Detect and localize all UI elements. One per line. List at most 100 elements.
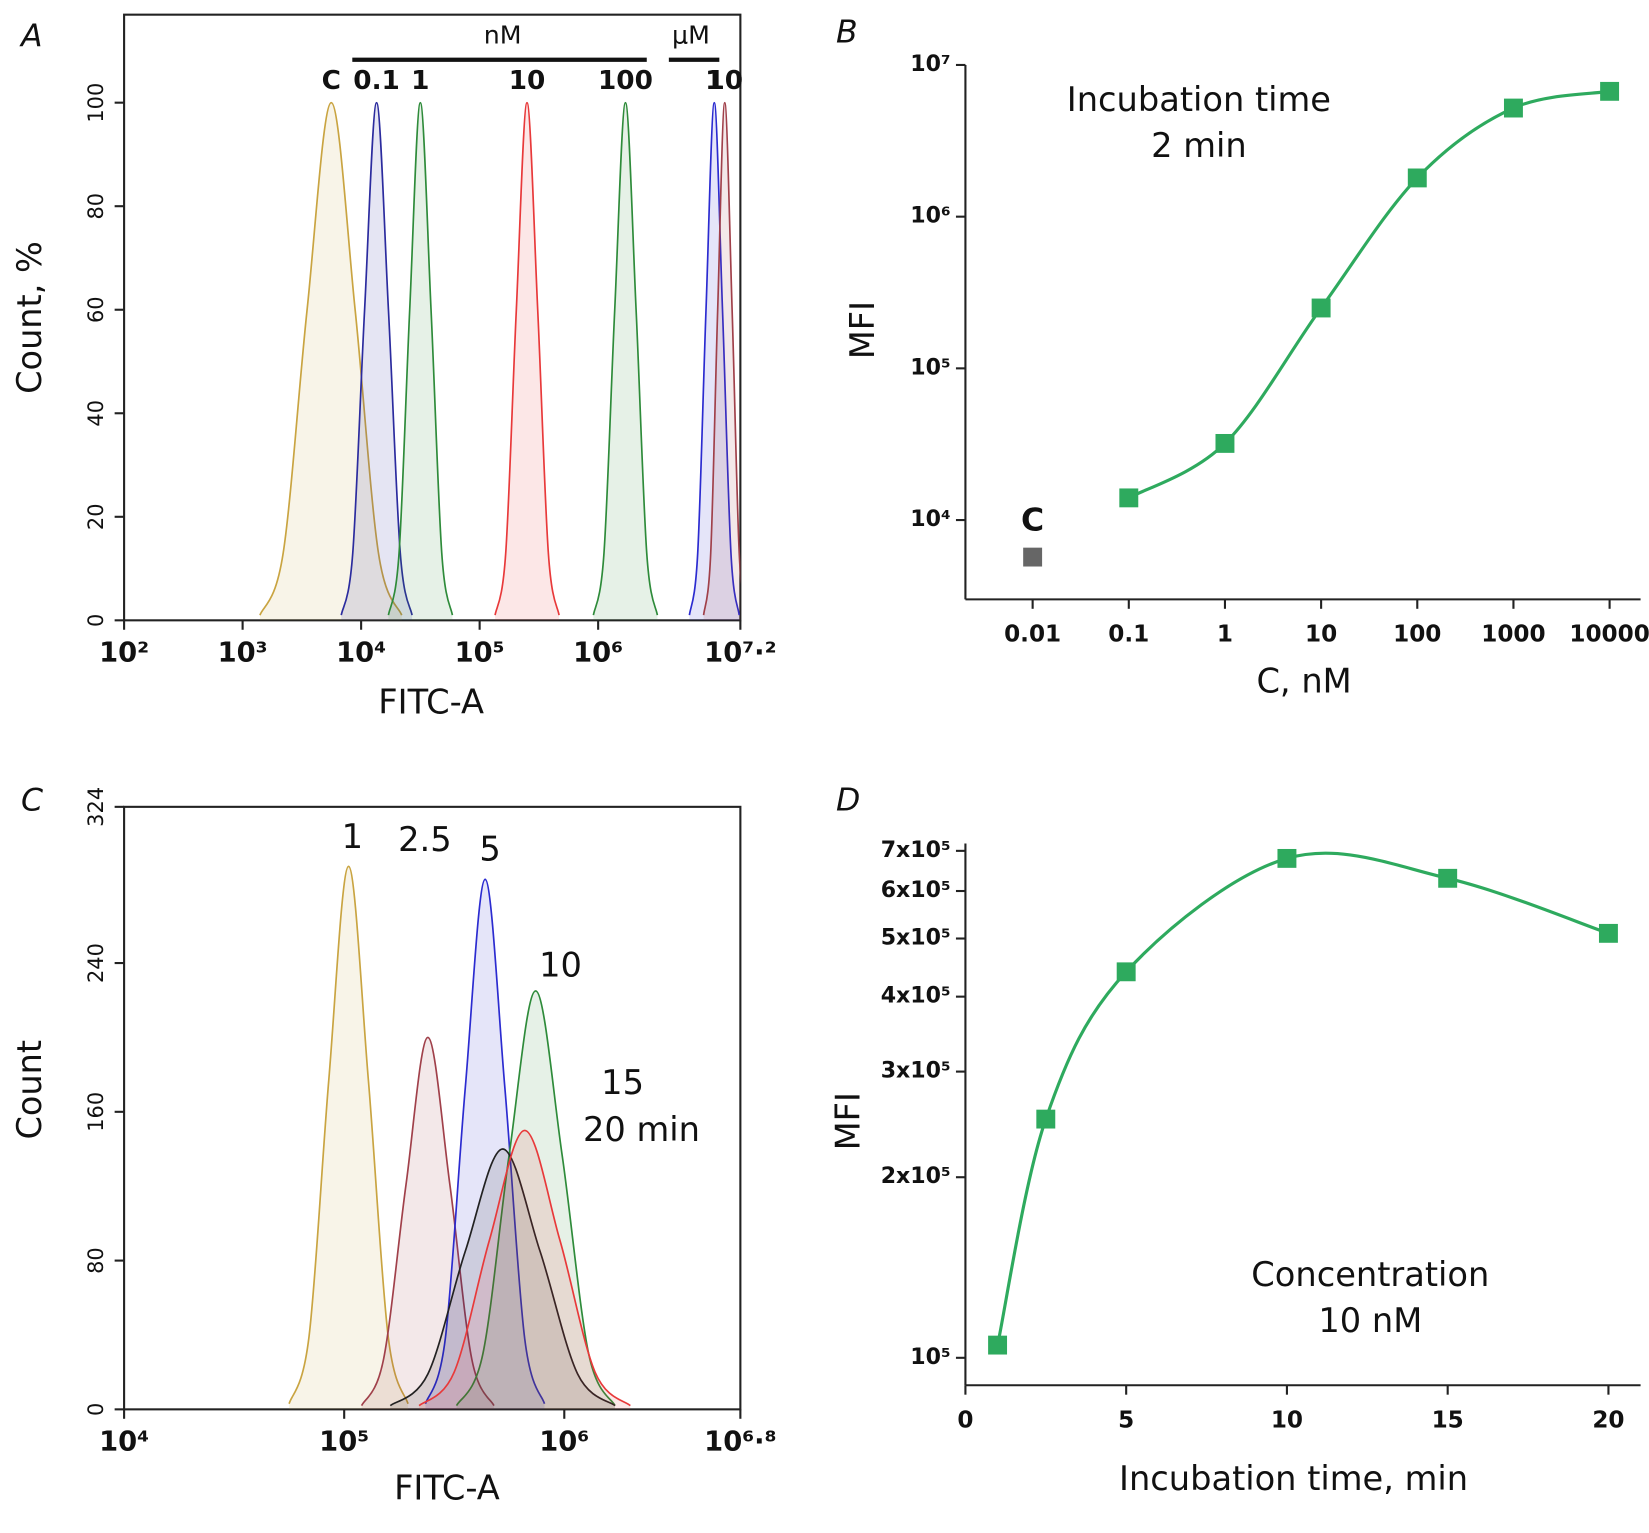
x-tick-label: 10	[1305, 622, 1337, 648]
area-line	[592, 101, 659, 616]
series-group	[424, 878, 546, 1410]
area-line	[288, 865, 409, 1405]
y-tick-label: 20	[84, 503, 108, 530]
area-fill	[361, 1037, 494, 1410]
y-tick-label: 10⁶	[910, 204, 950, 229]
marker	[1438, 868, 1458, 888]
panel-label: D	[836, 783, 860, 819]
x-axis-title: FITC-A	[378, 683, 484, 722]
y-axis-title: MFI	[828, 1092, 867, 1150]
series-label: 20 min	[583, 1110, 700, 1149]
area-fill	[341, 102, 413, 621]
point-label: C	[1021, 502, 1044, 538]
y-tick-label: 324	[84, 787, 108, 827]
y-axis-title: Count	[10, 1040, 49, 1140]
series-label: 1	[342, 817, 363, 856]
marker	[1600, 81, 1620, 101]
series-label: 1	[411, 66, 429, 96]
x-tick-label: 10²	[99, 637, 149, 668]
y-tick-label: 0	[84, 1403, 108, 1416]
marker	[1119, 488, 1139, 508]
x-tick-label: 10⁷·²	[704, 637, 776, 668]
area-line	[360, 1036, 495, 1407]
x-tick-label: 1000	[1481, 622, 1545, 648]
series-group	[418, 1129, 631, 1410]
y-tick-label: 240	[84, 943, 108, 983]
annotation: Incubation time	[1067, 80, 1331, 119]
series-label: C	[322, 66, 341, 96]
x-tick-label: 10⁴	[99, 1426, 149, 1457]
panel-label: B	[836, 15, 858, 51]
area-fill	[259, 102, 402, 621]
area-fill	[703, 102, 741, 621]
area-fill	[390, 1149, 616, 1410]
area-line	[389, 1148, 616, 1407]
series-group	[360, 1036, 495, 1410]
marker	[1503, 98, 1523, 118]
plot-frame	[123, 805, 742, 1411]
series-group	[592, 101, 659, 621]
area-fill	[289, 866, 409, 1410]
series-label: 15	[601, 1063, 644, 1102]
area-line	[340, 101, 413, 616]
panel-label: A	[19, 19, 43, 55]
x-tick-label: 0.01	[1004, 622, 1061, 648]
series-label: 10	[706, 66, 743, 96]
y-tick-label: 4x10⁵	[881, 984, 951, 1009]
y-tick-label: 2x10⁵	[881, 1164, 951, 1189]
area-fill	[419, 1130, 631, 1410]
area-line	[702, 101, 741, 616]
y-tick-label: 6x10⁵	[881, 878, 951, 903]
x-tick-label: 10⁵	[455, 637, 505, 668]
annotation: 10 nM	[1318, 1301, 1422, 1340]
series-group	[259, 101, 403, 621]
area-line	[455, 990, 616, 1407]
marker	[1036, 1109, 1056, 1129]
area-line	[494, 101, 560, 616]
y-axis-title: MFI	[843, 301, 882, 359]
marker	[1311, 298, 1331, 318]
unit-label: nM	[484, 21, 522, 50]
area-fill	[593, 102, 658, 621]
y-tick-label: 10⁵	[910, 1345, 950, 1370]
area-fill	[388, 102, 453, 621]
x-tick-label: 15	[1432, 1407, 1464, 1433]
series-label: 100	[598, 66, 653, 96]
x-axis-title: Incubation time, min	[1119, 1459, 1468, 1498]
annotation: 2 min	[1151, 126, 1247, 165]
series-group	[387, 101, 454, 621]
x-tick-label: 10⁶·⁸	[704, 1426, 776, 1457]
marker	[1215, 433, 1235, 453]
marker	[1116, 962, 1136, 982]
y-tick-label: 160	[84, 1092, 108, 1132]
series-group	[389, 1148, 616, 1410]
x-tick-label: 10⁴	[336, 637, 386, 668]
x-tick-label: 10000	[1569, 622, 1649, 648]
area-line	[259, 101, 403, 616]
x-tick-label: 10⁶	[573, 637, 623, 668]
series-label: 0.1	[353, 66, 400, 96]
y-axis-title: Count, %	[10, 241, 49, 394]
area-fill	[689, 102, 740, 621]
y-tick-label: 80	[84, 1247, 108, 1274]
area-line	[424, 878, 546, 1405]
series-group	[494, 101, 560, 621]
x-tick-label: 20	[1592, 1407, 1624, 1433]
y-tick-label: 100	[84, 83, 108, 123]
series-label: 1	[705, 66, 723, 96]
series-group	[688, 101, 741, 621]
area-fill	[425, 879, 545, 1410]
panel-label: C	[21, 783, 43, 819]
series-label: 10	[539, 946, 582, 985]
area-line	[688, 101, 741, 616]
series-label: 2.5	[398, 820, 452, 859]
y-tick-label: 40	[84, 400, 108, 427]
x-tick-label: 100	[1393, 622, 1441, 648]
x-tick-label: 0.1	[1108, 622, 1149, 648]
marker	[1277, 848, 1297, 868]
y-tick-label: 60	[84, 296, 108, 323]
x-tick-label: 10³	[218, 637, 268, 668]
marker	[988, 1335, 1008, 1355]
series-group	[702, 101, 741, 621]
x-tick-label: 1	[1217, 622, 1233, 648]
